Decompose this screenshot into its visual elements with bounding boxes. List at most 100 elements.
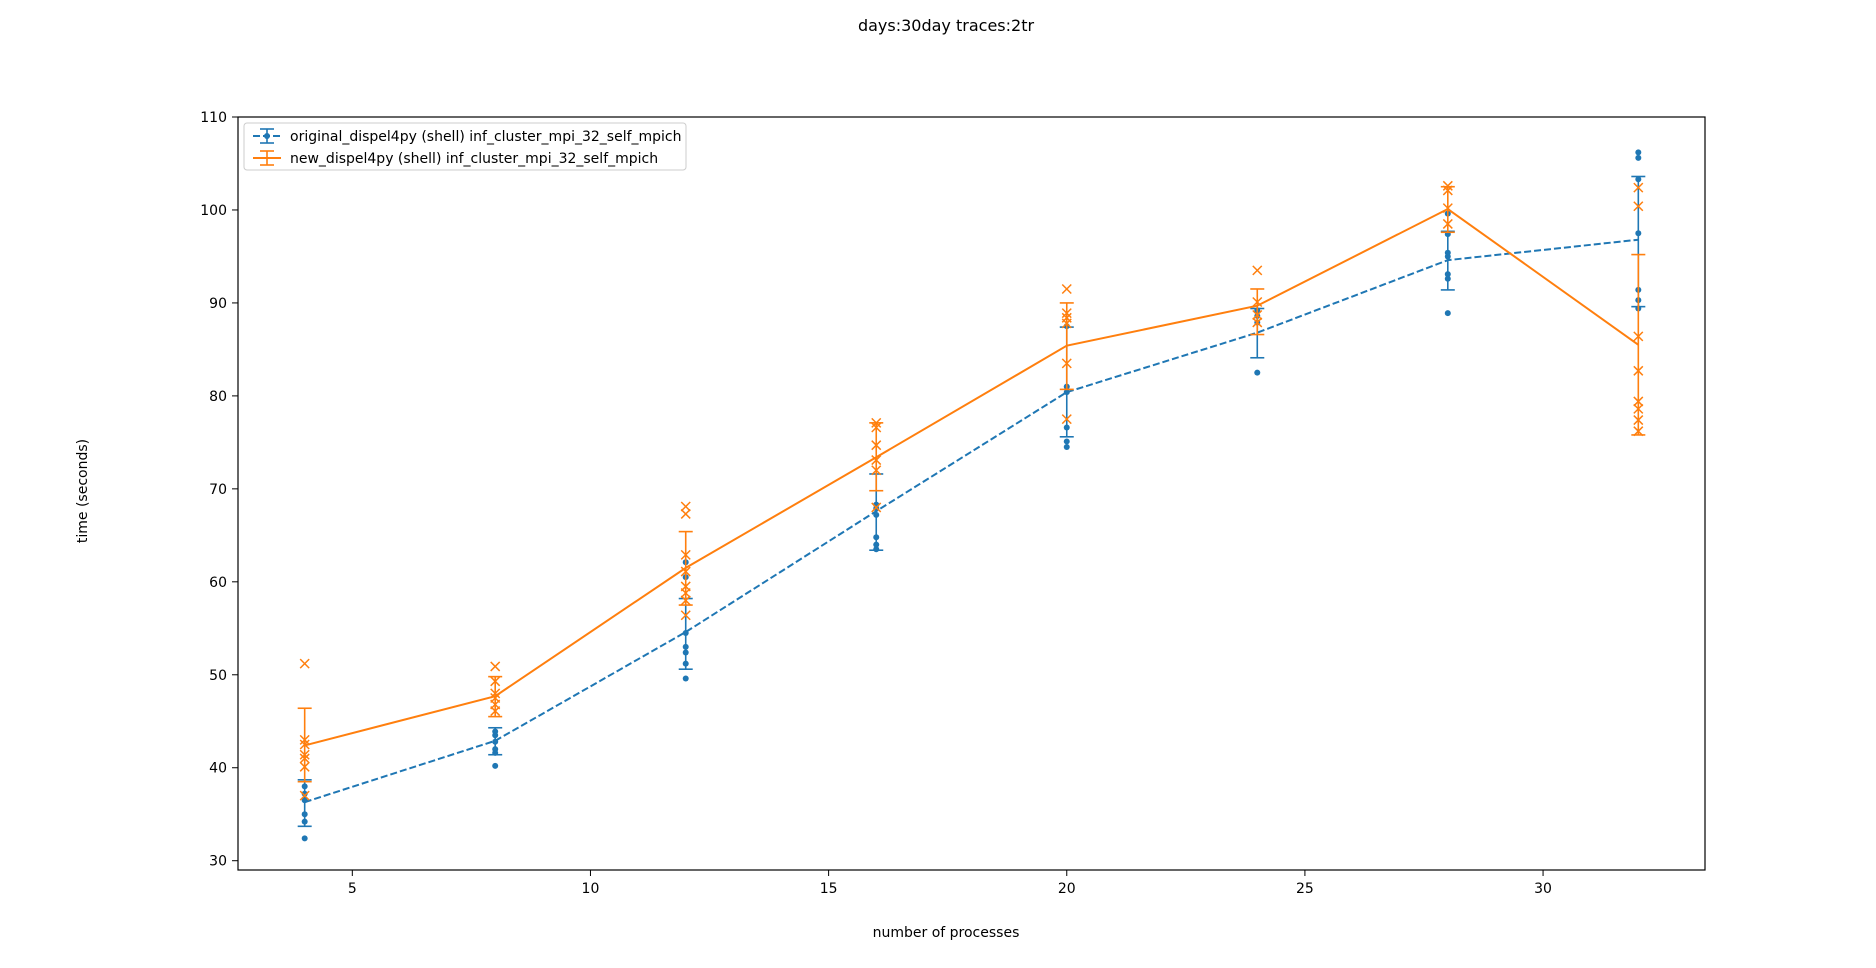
series-0-point-2-4 [682,629,689,636]
legend-item-0: original_dispel4py (shell) inf_cluster_m… [253,128,682,145]
series-1-point-4-4 [1061,308,1072,319]
series-0-point-4-3 [1063,389,1070,396]
x-tick-label-3: 20 [1058,881,1076,897]
x-marker-stroke [1061,283,1072,295]
y-tick-label-0: 30 [209,854,227,870]
x-marker-stroke [871,422,882,433]
x-marker-stroke [490,688,501,699]
x-marker-stroke [1061,358,1072,369]
x-marker-stroke [680,581,691,592]
series-0-point-2-1 [682,660,689,667]
x-marker-stroke [1061,312,1072,323]
series-1-point-2-6 [680,508,691,519]
x-tick-label-2: 15 [820,881,838,897]
x-axis-label: number of processes [873,925,1020,941]
series-1-point-7-1 [1633,415,1644,426]
x-marker-stroke [490,692,501,704]
y-tick-label-7: 100 [200,203,227,219]
series-0-point-0-5 [301,783,308,790]
series-1-point-3-0 [871,502,882,513]
x-marker-stroke [490,676,501,687]
series-0-point-0-0 [301,835,308,842]
series-0-point-4-2 [1063,424,1070,431]
series-0-line [304,238,1639,804]
plot-area [297,149,1646,842]
x-marker-stroke [871,417,882,428]
x-marker-stroke [299,753,310,764]
series-1-point-1-5 [490,661,501,672]
legend-marker-0 [264,133,270,139]
series-1-point-2-3 [680,581,691,592]
series-1-point-2-0 [680,610,691,621]
y-tick-label-3: 60 [209,575,227,591]
x-marker-stroke [1252,265,1263,276]
x-marker-stroke [299,761,310,772]
chart-title: days:30day traces:2tr [858,16,1035,35]
series-1 [297,180,1646,801]
series-0-point-7-6 [1635,149,1642,156]
series-1-point-0-5 [299,734,310,745]
series-0-point-0-2 [301,811,308,818]
x-tick-label-4: 25 [1296,881,1314,897]
series-0-point-0-4 [301,790,308,797]
x-tick-label-0: 5 [348,881,357,897]
plot-frame [237,116,1706,871]
series-1-line [304,207,1639,747]
axis-ticks: 5 10 15 20 25 30 30 40 50 60 70 80 90 100 110 [200,110,1552,897]
series-1-point-6-1 [1442,203,1453,214]
series-1-point-1-4 [490,676,501,687]
x-marker-stroke [680,595,691,606]
x-marker-stroke [680,549,691,560]
series-0-point-3-1 [873,541,880,548]
x-marker-stroke [871,440,882,451]
series-1-point-3-4 [871,422,882,433]
x-marker-stroke [1633,396,1644,407]
series-1-point-5-0 [1252,317,1263,328]
x-marker-stroke [680,566,691,577]
x-marker-stroke [1633,182,1644,193]
series-0-point-6-1 [1444,275,1451,282]
series-0-point-6-4 [1444,249,1451,256]
x-marker-stroke [1061,414,1072,425]
series-1-point-7-2 [1633,403,1644,414]
series-0-point-2-3 [682,643,689,650]
series-0-point-3-0 [873,546,880,553]
series-1-point-4-1 [1061,358,1072,369]
x-marker-stroke [680,610,691,621]
x-marker-stroke [299,739,310,750]
series-0-point-1-3 [492,738,499,745]
series-0-point-0-3 [301,797,308,804]
x-marker-stroke [1252,296,1263,308]
x-marker-stroke [1633,365,1644,376]
y-tick-label-2: 50 [209,668,227,684]
series-1-point-2-1 [680,595,691,606]
series-1-point-3-3 [871,440,882,451]
x-marker-stroke [871,502,882,513]
series-1-point-7-3 [1633,396,1644,407]
series-0-point-7-3 [1635,230,1642,237]
x-marker-stroke [680,501,691,512]
x-marker-stroke [871,455,882,466]
legend-item-1: new_dispel4py (shell) inf_cluster_mpi_32… [253,150,658,167]
x-marker-stroke [680,508,691,519]
series-1-point-4-3 [1061,312,1072,323]
x-marker-stroke [299,734,310,745]
series-1-point-7-7 [1633,182,1644,193]
series-1-point-3-5 [871,417,882,428]
series-0-point-0-1 [301,818,308,825]
x-marker-stroke [299,790,310,801]
x-marker-stroke [1442,185,1453,196]
series-0-point-1-2 [492,746,499,753]
y-tick-label-1: 40 [209,761,227,777]
y-tick-label-6: 90 [209,296,227,312]
series-0-point-2-0 [682,675,689,682]
legend: original_dispel4py (shell) inf_cluster_m… [243,122,687,171]
series-1-point-7-6 [1633,201,1644,212]
series-0-point-6-0 [1444,310,1451,317]
y-axis-label: time (seconds) [75,439,91,543]
series-1-point-1-2 [490,692,501,704]
series-1-point-6-2 [1442,185,1453,196]
series-0-point-2-2 [682,649,689,656]
series-1-point-7-5 [1633,331,1644,342]
